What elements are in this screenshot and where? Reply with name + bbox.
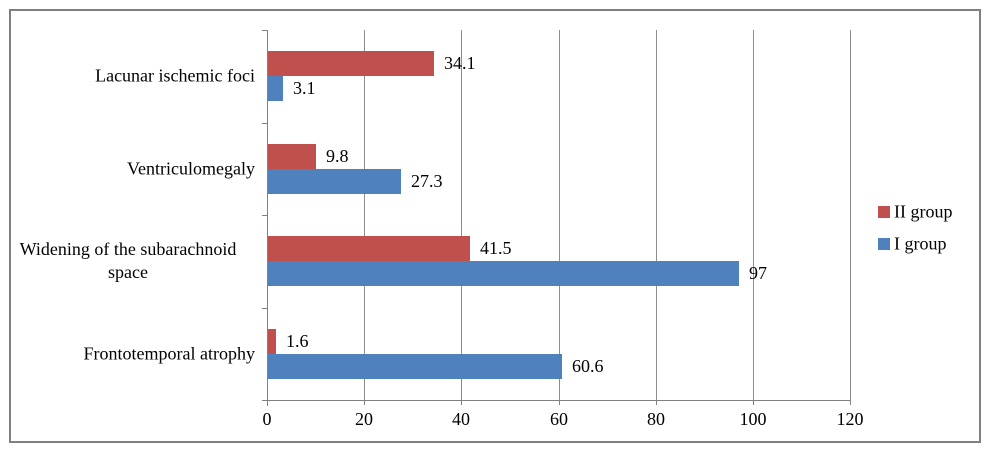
x-axis-tick-label: 120	[836, 409, 864, 429]
bar-i-group	[268, 354, 562, 379]
bar-value-label: 9.8	[326, 146, 349, 166]
x-axis-tick	[753, 400, 754, 405]
bar-value-label: 3.1	[293, 78, 316, 98]
x-axis-tick	[850, 400, 851, 405]
y-axis-tick	[262, 215, 268, 216]
bar-i-group	[268, 169, 401, 194]
y-axis-tick	[262, 30, 268, 31]
bar-ii-group	[268, 51, 434, 76]
x-axis-tick-label: 40	[452, 409, 470, 429]
category-label: Lacunar ischemic foci	[95, 65, 255, 86]
y-axis-tick	[262, 123, 268, 124]
bar-ii-group	[268, 236, 470, 261]
x-axis-tick	[461, 400, 462, 405]
gridline	[461, 30, 462, 400]
x-axis-tick-label: 100	[739, 409, 767, 429]
x-axis-tick-label: 0	[262, 409, 272, 429]
bar-value-label: 97	[749, 263, 767, 283]
x-axis-tick	[364, 400, 365, 405]
x-axis-tick	[559, 400, 560, 405]
bar-ii-group	[268, 329, 276, 354]
y-axis-tick	[262, 308, 268, 309]
x-axis-line	[262, 400, 851, 401]
gridline	[559, 30, 560, 400]
gridline	[364, 30, 365, 400]
legend-swatch-i-group	[878, 238, 890, 250]
x-axis-tick-label: 80	[647, 409, 665, 429]
gridline	[656, 30, 657, 400]
legend-label-ii-group: II group	[894, 201, 953, 222]
bar-value-label: 27.3	[411, 171, 443, 191]
bar-value-label: 41.5	[480, 238, 512, 258]
chart-border-frame	[9, 9, 981, 443]
bar-ii-group	[268, 144, 316, 169]
category-label: Ventriculomegaly	[127, 158, 255, 179]
legend-swatch-ii-group	[878, 206, 890, 218]
x-axis-tick-label: 60	[550, 409, 568, 429]
bar-i-group	[268, 76, 283, 101]
category-label: Widening of the subarachnoid space	[19, 239, 237, 282]
bar-value-label: 34.1	[444, 53, 476, 73]
category-label: Frontotemporal atrophy	[83, 343, 255, 364]
x-axis-tick	[656, 400, 657, 405]
bar-i-group	[268, 261, 739, 286]
gridline	[850, 30, 851, 400]
gridline	[753, 30, 754, 400]
x-axis-tick-label: 20	[355, 409, 373, 429]
bar-value-label: 60.6	[572, 356, 604, 376]
legend-label-i-group: I group	[894, 233, 947, 254]
bar-value-label: 1.6	[286, 331, 309, 351]
y-axis-line	[267, 30, 268, 406]
